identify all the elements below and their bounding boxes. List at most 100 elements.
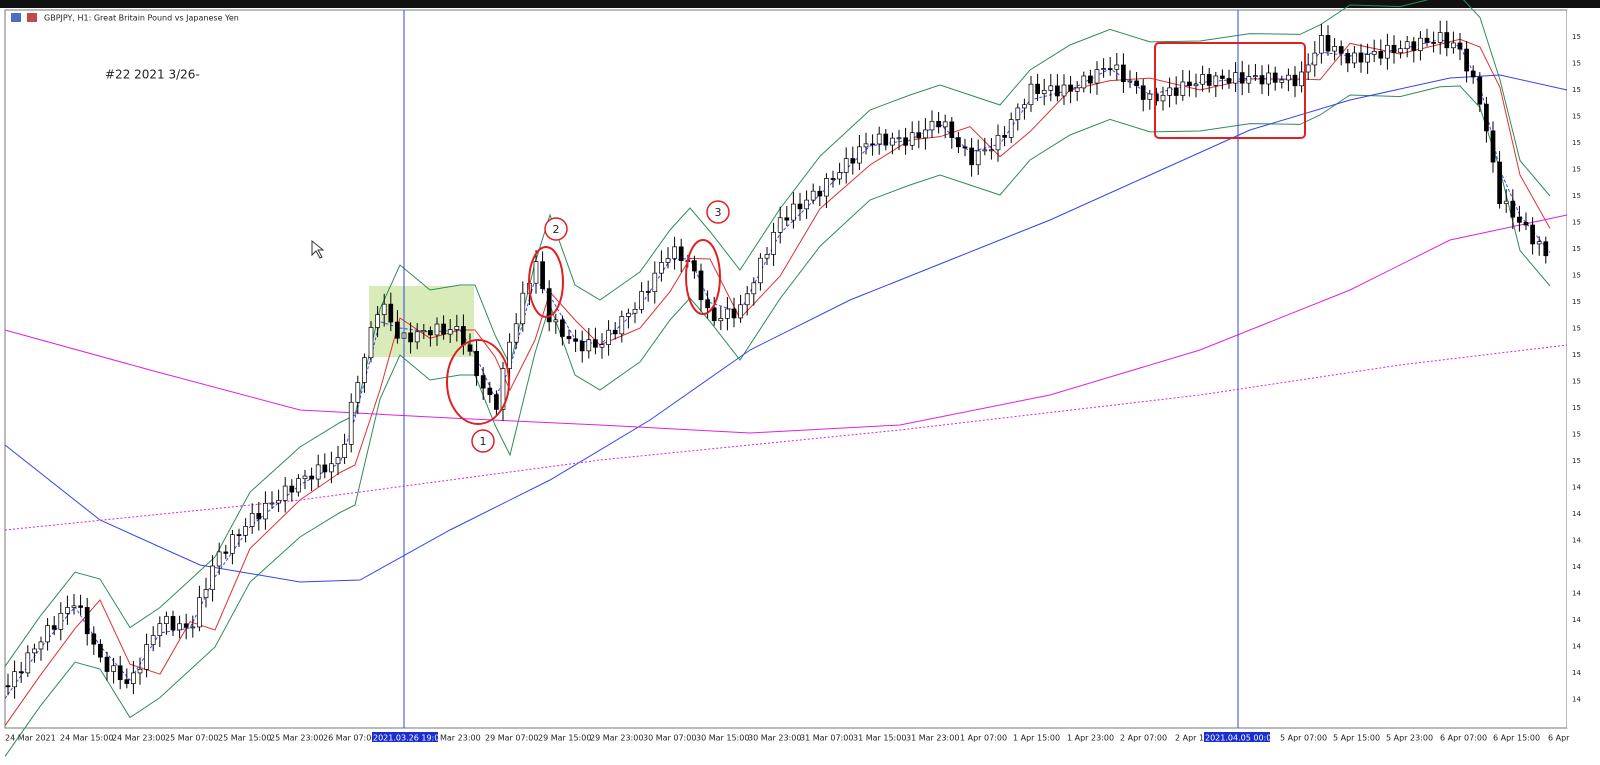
marker-badge [544, 217, 568, 241]
candle-body [1523, 221, 1529, 226]
time-label: 1 Apr 15:00 [1013, 734, 1060, 743]
candle-body [342, 443, 347, 458]
time-label: 25 Mar 15:00 [218, 734, 271, 743]
candle-body [540, 261, 545, 289]
price-label: 14 [1572, 616, 1581, 624]
candle-body [269, 502, 275, 505]
candle-body [1134, 80, 1139, 87]
candle-body [5, 685, 11, 688]
candle-body [441, 323, 446, 335]
candle-body [870, 143, 875, 146]
candle-body [692, 260, 697, 272]
candle-body [1325, 35, 1331, 52]
price-label: 15 [1572, 219, 1581, 227]
candle-body [1094, 69, 1100, 84]
candle-body [150, 635, 156, 645]
candle-body [32, 648, 37, 654]
candle-body [1279, 79, 1285, 83]
candle-body [843, 158, 849, 173]
candle-body [1081, 75, 1087, 89]
candle-body [659, 262, 664, 274]
price-label: 15 [1572, 166, 1581, 174]
candle-body [626, 312, 631, 317]
candle-body [25, 652, 31, 674]
candle-body [236, 534, 242, 536]
candle-body [500, 368, 506, 410]
circle-marker [685, 239, 721, 315]
candle-body [883, 133, 889, 146]
candle-body [764, 254, 770, 259]
candle-body [1345, 53, 1351, 64]
candle-body [467, 344, 473, 352]
candle-body [487, 387, 493, 395]
candle-body [857, 146, 862, 164]
price-label: 15 [1572, 60, 1581, 68]
circle-marker [528, 246, 564, 318]
candle-body [1391, 44, 1397, 53]
candle-body [461, 326, 466, 346]
candle-body [1437, 32, 1443, 43]
candle-body [678, 246, 684, 262]
candle-body [533, 261, 539, 284]
candle-body [1068, 84, 1073, 92]
candle-body [553, 319, 559, 323]
price-label: 15 [1572, 113, 1581, 121]
candle-body [355, 382, 361, 403]
candle-body [395, 321, 400, 339]
candle-body [111, 665, 116, 672]
candle-body [1061, 84, 1067, 97]
price-label: 14 [1572, 510, 1581, 518]
indicators [4, 0, 1568, 757]
candle-body [348, 401, 354, 445]
candle-body [1338, 46, 1344, 54]
candle-body [1187, 81, 1192, 87]
candle-body [1424, 37, 1430, 43]
candle-body [777, 217, 783, 233]
candle-body [1444, 32, 1450, 49]
candle-body [203, 589, 209, 599]
candle-body [408, 332, 413, 343]
candle-body [738, 304, 743, 319]
candle-body [84, 607, 90, 635]
candle-body [1233, 72, 1238, 84]
candle-body [1497, 161, 1502, 204]
candle-body [513, 323, 519, 343]
time-label: 31 Mar 15:00 [853, 734, 906, 743]
candle-body [296, 478, 301, 493]
axes: 15 15 15 15 15 15 15 15 15 15 15 15 15 15 15 15 15 14 14 14… [5, 10, 1600, 743]
candle-body [665, 258, 671, 263]
candle-body [837, 172, 842, 180]
candle-body [546, 288, 552, 323]
time-highlight [1204, 732, 1270, 742]
price-label: 14 [1572, 537, 1581, 545]
candle-body [1292, 74, 1298, 87]
price-label: 15 [1572, 351, 1581, 359]
price-label: 14 [1572, 590, 1581, 598]
candle-body [586, 339, 592, 352]
candle-body [711, 307, 717, 322]
candle-body [243, 526, 248, 536]
candle-body [368, 327, 374, 359]
time-label: 29 Mar 15:00 [538, 734, 591, 743]
candle-body [38, 641, 44, 650]
candle-body [104, 656, 110, 672]
candle-body [909, 132, 915, 146]
candle-body [65, 607, 70, 614]
candle-body [1253, 75, 1258, 77]
candle-body [1352, 52, 1357, 64]
candle-body [619, 316, 625, 335]
candle-body [98, 643, 103, 658]
candle-body [51, 625, 57, 630]
candle-body [804, 199, 809, 210]
candle-body [223, 551, 229, 554]
candle-body [322, 464, 328, 473]
time-label: 25 Mar 23:00 [270, 734, 323, 743]
candle-body [1536, 241, 1542, 245]
candle-body [850, 158, 856, 164]
candle-body [593, 339, 598, 348]
candle-body [731, 308, 737, 319]
candle-body [249, 513, 255, 527]
candles [5, 20, 1549, 699]
candle-body [797, 203, 803, 210]
price-label: 15 [1572, 325, 1581, 333]
